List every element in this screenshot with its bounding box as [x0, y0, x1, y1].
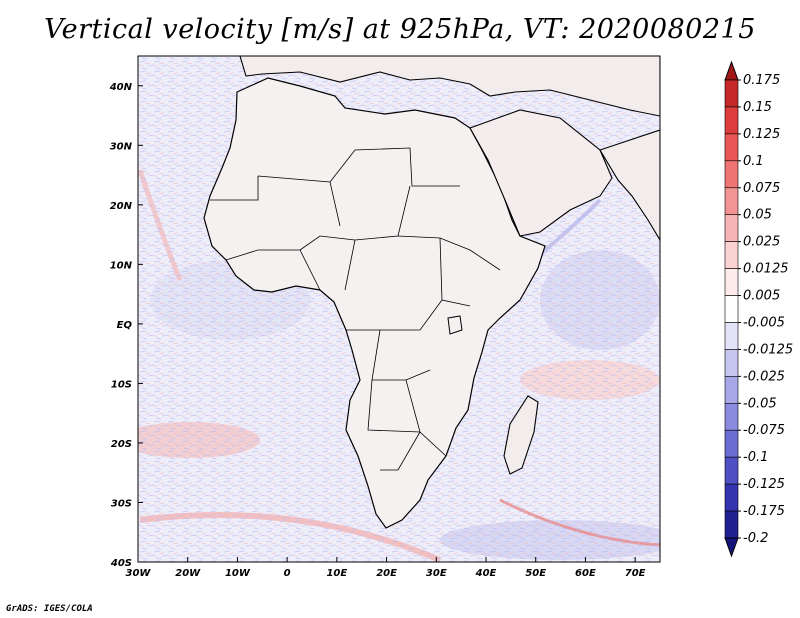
lat-tick-label: 30N [110, 141, 133, 152]
colorbar-lower-arrow [724, 537, 739, 558]
grads-credit: GrADS: IGES/COLA [6, 604, 93, 614]
colorbar-segment [724, 160, 739, 189]
lat-tick-label: EQ [117, 320, 133, 331]
colorbar-segment [724, 268, 739, 296]
colorbar-label: -0.075 [743, 423, 785, 438]
lon-tick-label: 20W [175, 568, 201, 579]
colorbar-label: -0.005 [743, 315, 785, 330]
lat-tick-label: 40S [110, 558, 132, 569]
colorbar-label: 0.025 [743, 235, 780, 250]
country-borders [210, 147, 501, 471]
continents [203, 56, 660, 529]
colorbar-label: 0.0125 [743, 262, 789, 277]
colorbar-segment [724, 349, 739, 377]
colorbar-label: -0.125 [743, 477, 785, 492]
lat-tick-label: 20S [111, 439, 132, 450]
colorbar-segment [724, 241, 739, 269]
colorbar-segment [724, 322, 739, 350]
colorbar-label: -0.025 [743, 369, 785, 384]
lat-tick-label: 20N [110, 201, 133, 212]
colorbar-label: 0.175 [743, 73, 780, 88]
lon-tick-label: 40E [475, 568, 497, 579]
map-panel [138, 56, 660, 562]
colorbar-segment [724, 187, 739, 216]
colorbar-label: 0.125 [743, 127, 780, 142]
colorbar-label: 0.075 [743, 181, 780, 196]
lon-tick-label: 20E [376, 568, 397, 579]
colorbar-label: -0.1 [743, 450, 768, 465]
lon-tick-label: 70E [625, 568, 646, 579]
colorbar-label: -0.175 [743, 504, 785, 519]
lon-tick-label: 10E [326, 568, 347, 579]
colorbar-label: -0.2 [743, 531, 768, 546]
latitude-axis: 40N 30N 20N 10N EQ 10S 20S 30S 40S [109, 82, 143, 569]
colorbar-label: -0.0125 [743, 342, 793, 357]
colorbar-label: 0.1 [743, 154, 764, 169]
lat-tick-label: 30S [111, 498, 132, 509]
colorbar-segment [724, 429, 739, 458]
colorbar-segment [724, 510, 739, 539]
colorbar-segment [724, 295, 739, 323]
colorbar-segment [724, 79, 739, 108]
lat-tick-label: 10N [110, 260, 133, 271]
colorbar-segment [724, 133, 739, 162]
map-frame [137, 55, 661, 563]
arabia-landmass [469, 109, 613, 237]
europe-landmass [239, 56, 660, 117]
lon-tick-label: 10W [225, 568, 251, 579]
lake-victoria [447, 315, 463, 335]
lon-tick-label: 30E [426, 568, 447, 579]
colorbar-label: 0.005 [743, 289, 780, 304]
colorbar-segment [724, 456, 739, 485]
colorbar-segment [724, 214, 739, 242]
asia-landmass [599, 129, 660, 242]
lon-tick-label: 30W [126, 568, 152, 579]
lat-tick-label: 40N [109, 82, 133, 93]
colorbar-upper-arrow [724, 60, 739, 81]
colorbar-segment [724, 402, 739, 431]
colorbar-segment [724, 376, 739, 404]
colorbar-segment [724, 483, 739, 512]
colorbar-segment [724, 106, 739, 135]
lon-tick-label: 50E [525, 568, 546, 579]
madagascar [503, 395, 539, 475]
longitude-axis: 30W 20W 10W 0 10E 20E 30E 40E 50E 60E 70E [126, 557, 646, 579]
chart-title: Vertical velocity [m/s] at 925hPa, VT: 2… [44, 14, 756, 45]
colorbar-label: 0.05 [743, 208, 772, 223]
lon-tick-label: 0 [284, 568, 291, 579]
colorbar: 0.175 0.15 0.125 0.1 0.075 0.05 0.025 0.0125 0.0… [724, 60, 793, 558]
lat-tick-label: 10S [111, 379, 132, 390]
lon-tick-label: 60E [575, 568, 596, 579]
colorbar-label: 0.15 [743, 100, 772, 115]
colorbar-label: -0.05 [743, 396, 777, 411]
